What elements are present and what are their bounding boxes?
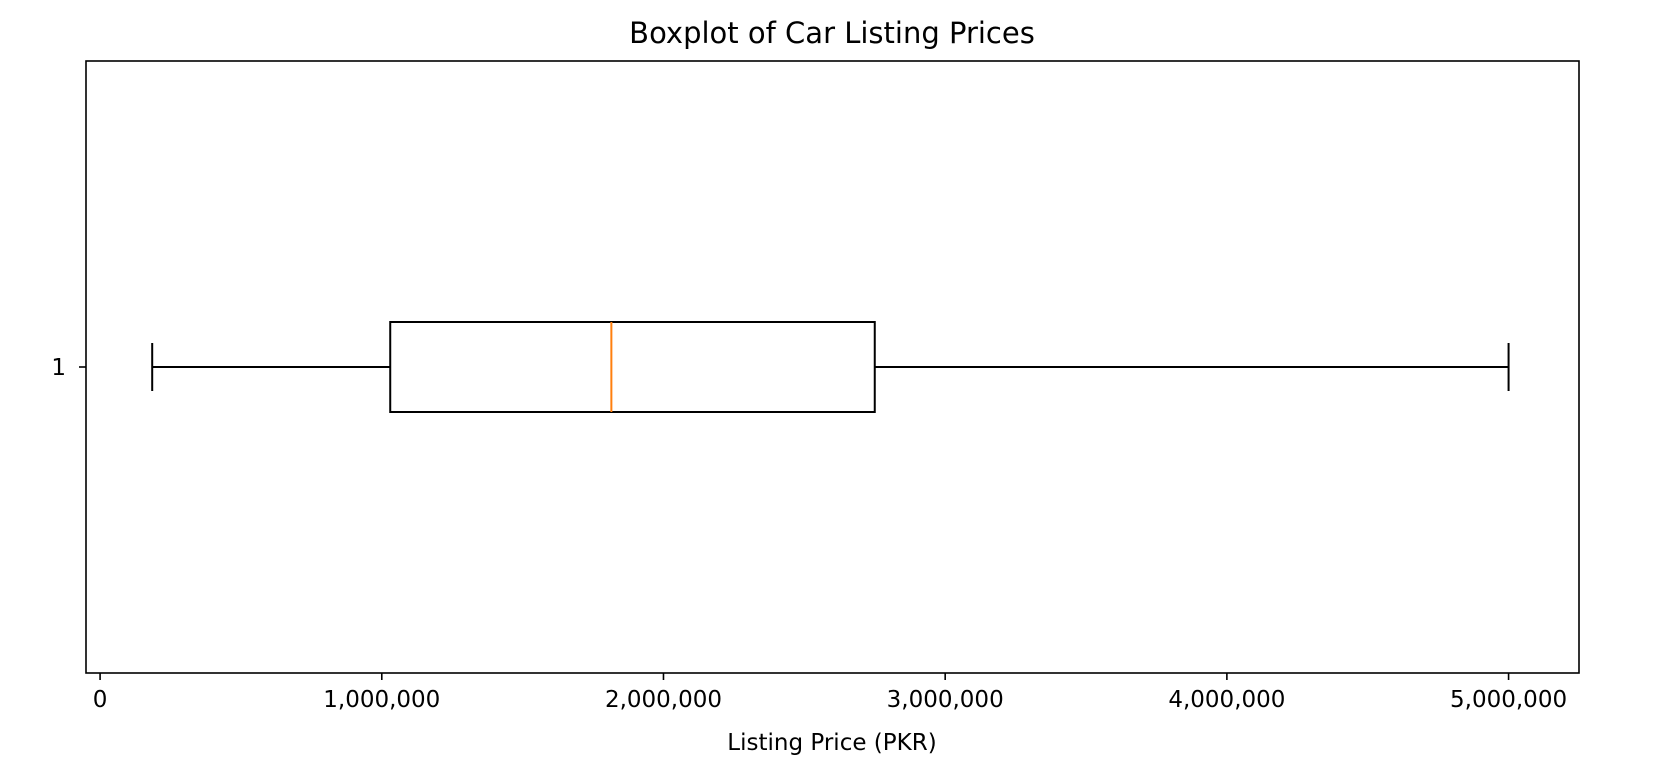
x-tick-label: 4,000,000 <box>1168 687 1285 713</box>
x-tick-label: 1,000,000 <box>323 687 440 713</box>
x-tick-label: 5,000,000 <box>1450 687 1567 713</box>
x-tick-label: 2,000,000 <box>605 687 722 713</box>
box-iqr <box>389 321 876 413</box>
x-tick-label: 3,000,000 <box>887 687 1004 713</box>
x-axis-label: Listing Price (PKR) <box>727 730 936 756</box>
box-elements <box>151 321 1510 413</box>
y-tick-label: 1 <box>51 355 66 381</box>
plot-frame <box>85 60 1580 674</box>
chart-title: Boxplot of Car Listing Prices <box>629 16 1035 50</box>
axis-ticks: 0 1,000,000 2,000,000 3,000,000 4,000,000 5,0… <box>51 355 1567 713</box>
x-tick-label: 0 <box>93 687 108 713</box>
